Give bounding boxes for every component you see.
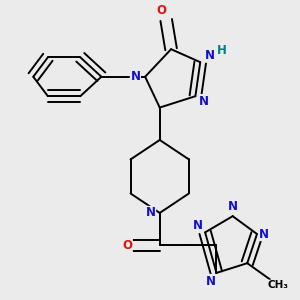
Text: N: N <box>228 200 238 213</box>
Text: N: N <box>259 227 269 241</box>
Text: N: N <box>193 219 203 232</box>
Text: O: O <box>122 239 132 252</box>
Text: N: N <box>206 274 216 287</box>
Text: O: O <box>156 4 166 17</box>
Text: H: H <box>216 44 226 57</box>
Text: N: N <box>130 70 140 83</box>
Text: N: N <box>146 206 156 219</box>
Text: N: N <box>199 94 208 108</box>
Text: CH₃: CH₃ <box>268 280 289 290</box>
Text: N: N <box>205 49 215 62</box>
